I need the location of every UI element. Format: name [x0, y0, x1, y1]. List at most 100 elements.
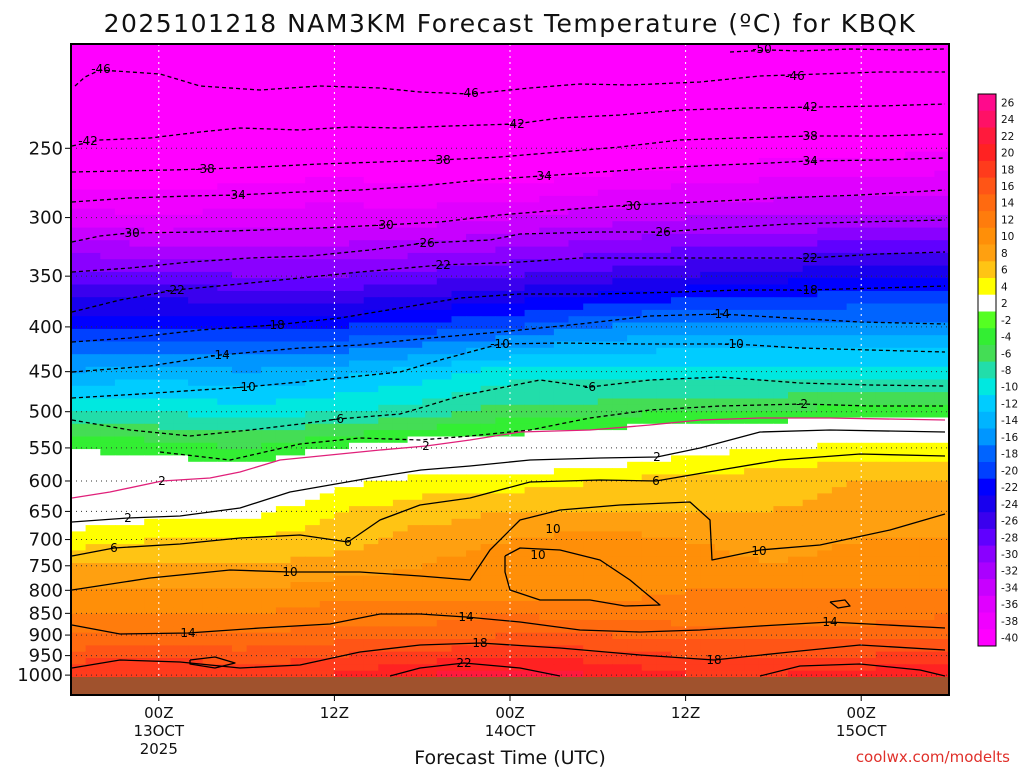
field-cell	[553, 297, 570, 305]
field-cell	[744, 50, 760, 58]
field-cell	[568, 227, 584, 235]
field-cell	[758, 82, 774, 89]
field-cell	[232, 487, 248, 494]
field-cell	[700, 474, 716, 482]
field-cell	[861, 252, 877, 260]
field-cell	[480, 442, 496, 450]
field-cell	[246, 157, 262, 165]
field-cell	[568, 214, 584, 222]
field-cell	[129, 290, 145, 298]
field-cell	[773, 303, 789, 311]
field-cell	[539, 120, 555, 127]
field-cell	[758, 297, 774, 305]
field-cell	[890, 195, 906, 203]
field-cell	[480, 94, 496, 102]
field-cell	[246, 145, 262, 153]
field-cell	[363, 101, 379, 108]
field-cell	[788, 107, 804, 115]
field-cell	[85, 404, 101, 412]
field-cell	[407, 246, 423, 254]
field-cell	[188, 44, 204, 51]
field-cell	[392, 113, 409, 121]
field-cell	[290, 360, 306, 368]
field-cell	[436, 278, 452, 286]
field-cell	[129, 328, 145, 336]
field-cell	[349, 322, 365, 330]
field-cell	[422, 44, 438, 51]
field-cell	[714, 392, 731, 399]
field-cell	[480, 246, 496, 254]
field-cell	[934, 544, 949, 551]
field-cell	[597, 107, 613, 115]
field-cell	[202, 373, 218, 381]
field-cell	[744, 309, 760, 317]
field-cell	[583, 512, 599, 520]
field-cell	[188, 537, 204, 545]
field-cell	[173, 487, 189, 494]
field-cell	[510, 423, 526, 431]
field-cell	[802, 221, 818, 229]
field-cell	[539, 107, 555, 115]
field-cell	[627, 525, 643, 532]
field-cell	[597, 176, 613, 184]
field-cell	[934, 556, 949, 564]
field-cell	[583, 398, 599, 406]
field-cell	[114, 297, 131, 305]
field-cell	[510, 271, 526, 279]
field-cell	[363, 265, 379, 273]
field-cell	[349, 56, 365, 64]
field-cell	[553, 341, 570, 349]
field-cell	[729, 94, 745, 102]
field-cell	[744, 525, 760, 532]
field-cell	[568, 50, 584, 58]
field-cell	[422, 392, 438, 399]
field-cell	[729, 157, 745, 165]
field-cell	[714, 214, 731, 222]
field-cell	[729, 335, 745, 343]
field-cell	[861, 132, 877, 140]
field-cell	[436, 63, 452, 70]
field-cell	[261, 404, 277, 412]
field-cell	[275, 240, 292, 248]
field-cell	[671, 208, 687, 216]
field-cell	[275, 69, 292, 77]
field-cell	[290, 164, 306, 172]
field-cell	[334, 82, 350, 89]
field-cell	[553, 544, 570, 551]
field-cell	[583, 423, 599, 431]
field-cell	[158, 411, 174, 418]
field-cell	[744, 101, 760, 108]
field-cell	[583, 126, 599, 134]
field-cell	[334, 56, 350, 64]
field-cell	[451, 189, 467, 197]
field-cell	[934, 132, 949, 140]
field-cell	[275, 436, 292, 444]
field-cell	[85, 398, 101, 406]
field-cell	[71, 442, 87, 450]
field-cell	[875, 278, 891, 286]
field-cell	[524, 512, 540, 520]
field-cell	[246, 556, 262, 564]
field-cell	[568, 309, 584, 317]
field-cell	[831, 233, 848, 241]
field-cell	[905, 385, 921, 393]
field-cell	[202, 227, 218, 235]
field-cell	[875, 297, 891, 305]
field-cell	[246, 525, 262, 532]
field-cell	[583, 271, 599, 279]
field-cell	[275, 195, 292, 203]
field-cell	[802, 303, 818, 311]
field-cell	[378, 88, 394, 96]
field-cell	[875, 309, 891, 317]
field-cell	[319, 50, 335, 58]
field-cell	[495, 82, 511, 89]
field-cell	[671, 176, 687, 184]
field-cell	[305, 63, 321, 70]
field-cell	[436, 487, 452, 494]
field-cell	[85, 126, 101, 134]
field-cell	[831, 373, 848, 381]
field-cell	[71, 132, 87, 140]
field-cell	[861, 56, 877, 64]
field-cell	[466, 63, 482, 70]
field-cell	[714, 82, 731, 89]
